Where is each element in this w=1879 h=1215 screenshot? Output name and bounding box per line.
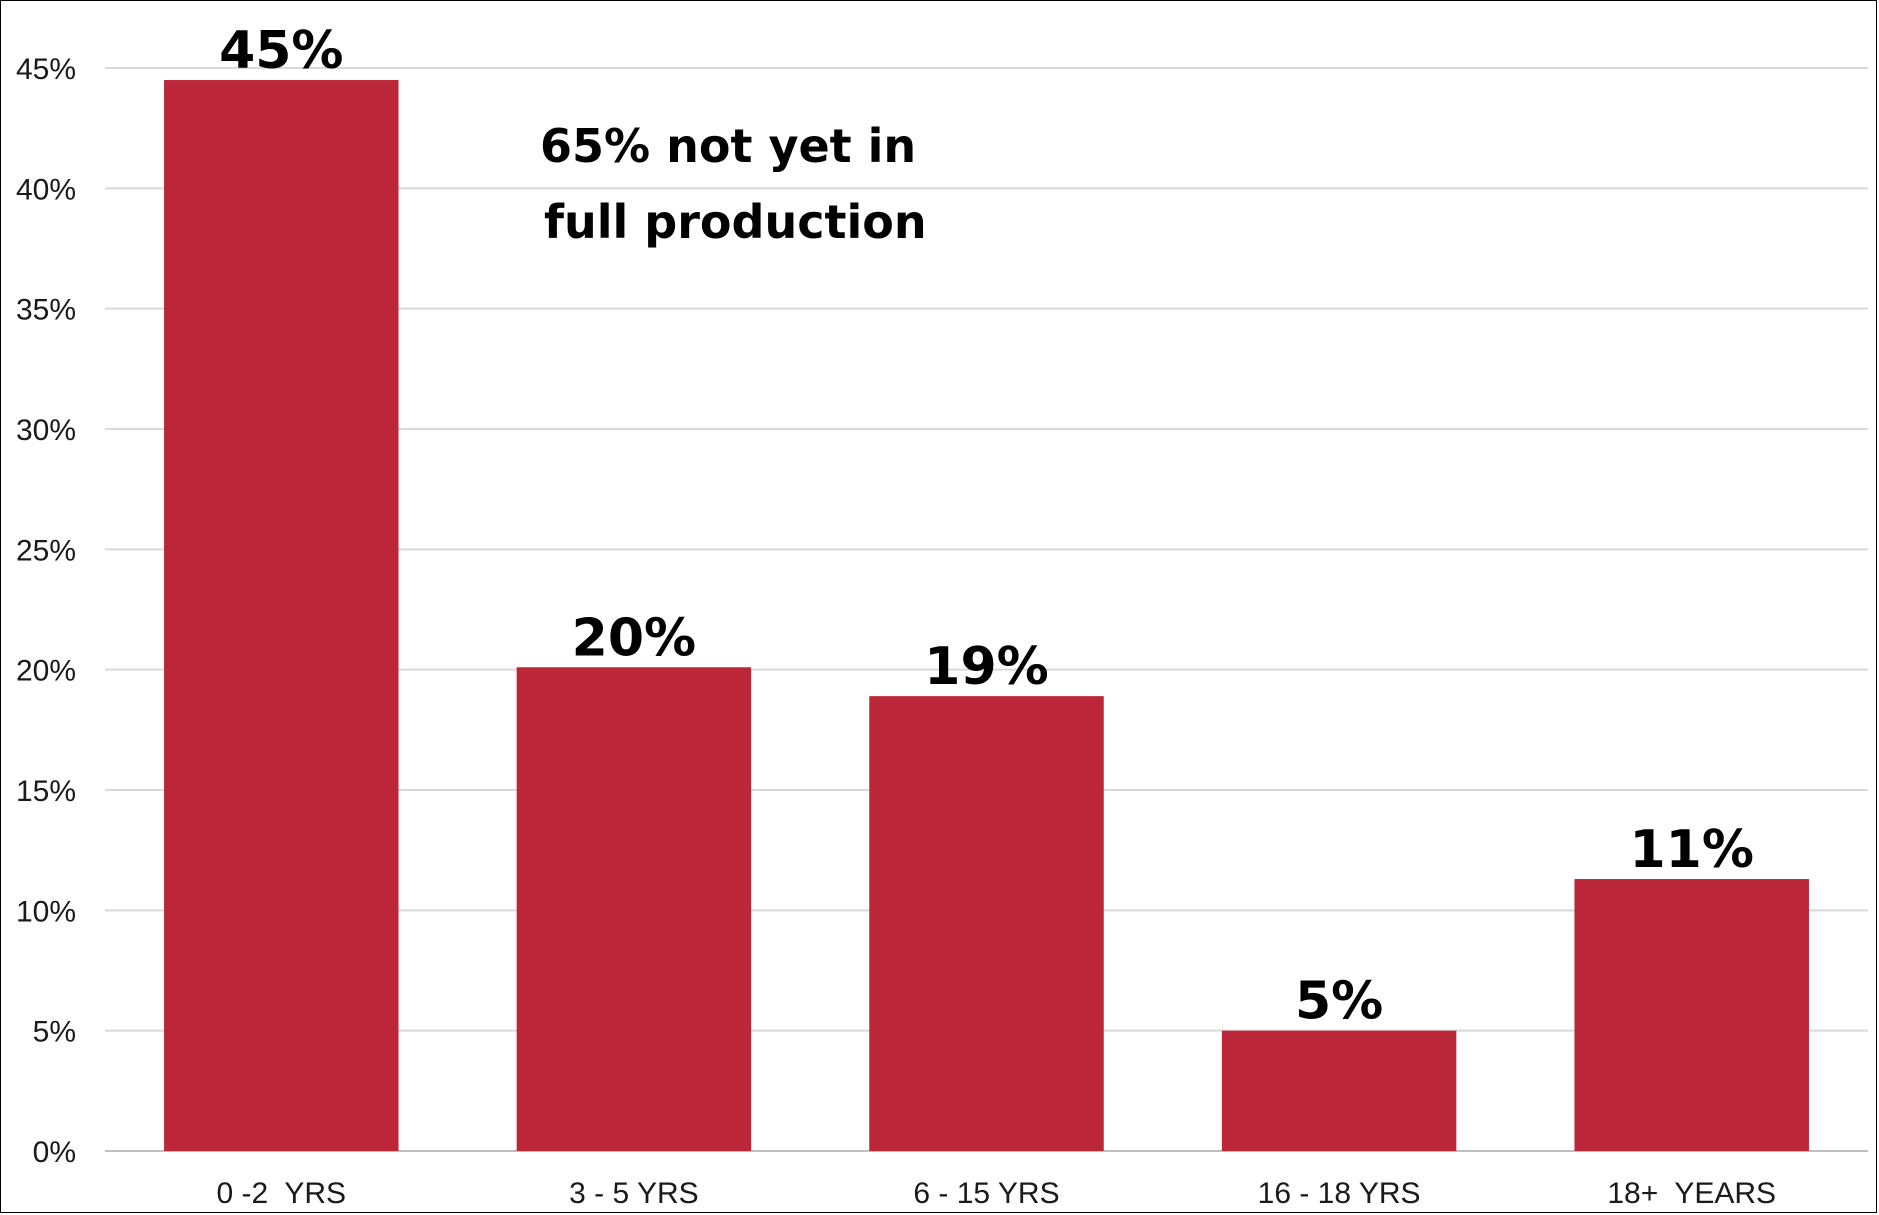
data-label: 45%	[219, 21, 343, 81]
bar	[869, 696, 1104, 1151]
y-axis-ticks: 0% 5% 10% 15% 20% 25% 30% 35% 40% 45%	[16, 53, 76, 1169]
y-tick-label: 45%	[16, 53, 76, 86]
x-tick-label: 6 - 15 YRS	[913, 1177, 1059, 1210]
y-tick-label: 10%	[16, 895, 76, 928]
gridlines	[105, 67, 1868, 1152]
data-label: 5%	[1295, 972, 1383, 1032]
x-tick-label: 3 - 5 YRS	[569, 1177, 699, 1210]
y-tick-label: 5%	[33, 1016, 76, 1049]
y-tick-label: 30%	[16, 414, 76, 447]
bar	[1574, 879, 1809, 1151]
annotation-line-1: 65% not yet in	[540, 119, 916, 173]
y-tick-label: 20%	[16, 655, 76, 688]
y-tick-label: 15%	[16, 775, 76, 808]
x-tick-label: 0 -2 YRS	[217, 1177, 347, 1210]
data-label: 19%	[924, 637, 1048, 697]
x-tick-label: 16 - 18 YRS	[1258, 1177, 1421, 1210]
annotation-line-2: full production	[544, 195, 927, 249]
x-tick-label: 18+ YEARS	[1607, 1177, 1776, 1210]
y-tick-label: 25%	[16, 534, 76, 567]
x-axis-ticks: 0 -2 YRS 3 - 5 YRS 6 - 15 YRS 16 - 18 YRS 18…	[217, 1177, 1777, 1210]
y-tick-label: 0%	[33, 1136, 76, 1169]
bar	[164, 80, 399, 1152]
data-label: 11%	[1629, 820, 1753, 880]
y-tick-label: 35%	[16, 294, 76, 327]
data-labels: 45% 20% 19% 5% 11%	[219, 21, 1754, 1032]
bar	[1221, 1030, 1457, 1151]
y-tick-label: 40%	[16, 173, 76, 206]
data-label: 20%	[572, 608, 696, 668]
bar	[516, 667, 752, 1151]
bars	[164, 80, 1809, 1152]
